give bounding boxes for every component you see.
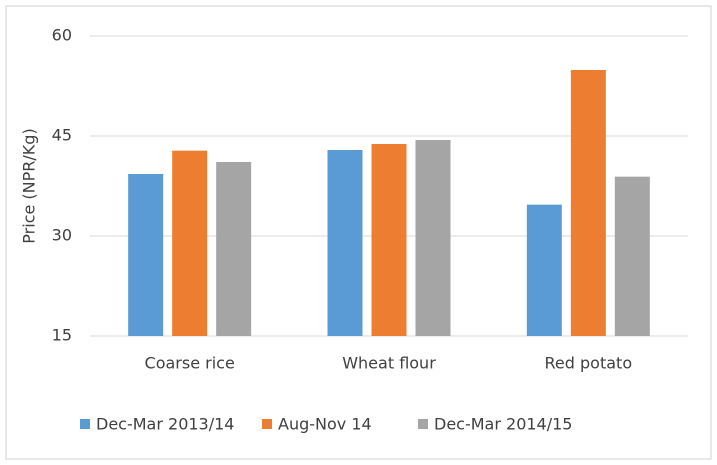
x-tick-label: Coarse rice xyxy=(145,354,235,373)
bar xyxy=(614,176,650,336)
y-tick-label: 60 xyxy=(52,26,72,45)
y-tick-label: 30 xyxy=(52,226,72,245)
bar xyxy=(128,174,164,336)
bar xyxy=(526,204,562,336)
legend-swatch xyxy=(262,419,272,429)
bar xyxy=(327,150,363,336)
bar xyxy=(216,162,252,336)
legend-label: Dec-Mar 2013/14 xyxy=(96,415,234,434)
y-axis-label: Price (NPR/Kg) xyxy=(20,128,39,243)
bar xyxy=(570,70,606,336)
y-tick-label: 15 xyxy=(52,326,72,345)
x-tick-label: Red potato xyxy=(545,354,633,373)
bar xyxy=(415,140,451,336)
legend-label: Dec-Mar 2014/15 xyxy=(434,415,572,434)
x-tick-label: Wheat flour xyxy=(342,354,436,373)
legend-label: Aug-Nov 14 xyxy=(278,415,372,434)
bar xyxy=(371,144,407,336)
legend-swatch xyxy=(418,419,428,429)
y-tick-label: 45 xyxy=(52,126,72,145)
legend-swatch xyxy=(80,419,90,429)
bar xyxy=(172,150,208,336)
